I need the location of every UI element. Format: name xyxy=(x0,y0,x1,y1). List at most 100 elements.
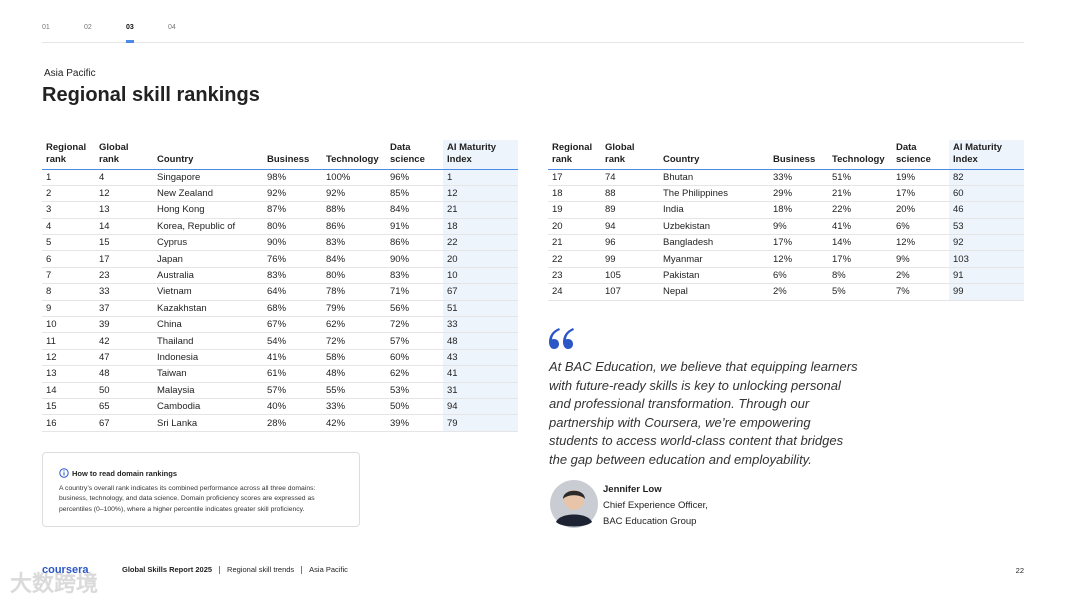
cell: 39 xyxy=(95,316,153,334)
table-row: 9 37 Kazakhstan 68% 79% 56% 51 xyxy=(42,300,518,318)
cell: Nepal xyxy=(659,283,769,301)
table-row: 20 94 Uzbekistan 9% 41% 6% 53 xyxy=(548,218,1024,236)
table-row: 11 42 Thailand 54% 72% 57% 48 xyxy=(42,332,518,350)
cell: 6% xyxy=(769,267,828,285)
ranking-table: Regional rank Global rank Country Business T… xyxy=(42,140,518,432)
cell: Hong Kong xyxy=(153,201,263,219)
cell: 19 xyxy=(548,201,601,219)
cell: 24 xyxy=(548,283,601,301)
cell: 17% xyxy=(769,234,828,252)
cell: 94 xyxy=(443,398,518,416)
cell: 72% xyxy=(322,332,386,350)
cell: 13 xyxy=(42,365,95,383)
ranking-table: Regional rank Global rank Country Business T… xyxy=(548,140,1024,301)
cell: 48 xyxy=(443,332,518,350)
column-header: AI Maturity Index xyxy=(949,140,1024,170)
cell: New Zealand xyxy=(153,185,263,203)
cell: 9% xyxy=(892,250,949,268)
cell: 10 xyxy=(42,316,95,334)
cell: 23 xyxy=(548,267,601,285)
cell: 1 xyxy=(443,169,518,186)
cell: 18 xyxy=(443,218,518,236)
cell: 51% xyxy=(828,169,892,186)
cell: 90% xyxy=(386,250,443,268)
nav-tab[interactable]: 02 xyxy=(84,24,92,31)
cell: 54% xyxy=(263,332,322,350)
cell: Bangladesh xyxy=(659,234,769,252)
cell: Malaysia xyxy=(153,382,263,399)
cell: 14% xyxy=(828,234,892,252)
cell: 31 xyxy=(443,382,518,399)
nav-tab[interactable]: 03 xyxy=(126,24,168,43)
cell: 86% xyxy=(386,234,443,252)
page-title: Regional skill rankings xyxy=(42,84,260,106)
cell: 67% xyxy=(263,316,322,334)
column-header: AI Maturity Index xyxy=(443,140,518,170)
cell: 57% xyxy=(263,382,322,399)
info-heading: How to read domain rankings xyxy=(59,468,343,478)
cell: 20 xyxy=(443,250,518,268)
cell: China xyxy=(153,316,263,334)
cell: Bhutan xyxy=(659,169,769,186)
cell: 46 xyxy=(949,201,1024,219)
section-nav: 01 02 03 04 xyxy=(42,24,1024,43)
cell: 17 xyxy=(95,250,153,268)
table-body: 17 74 Bhutan 33% 51% 19% 82 18 88 The Philippines… xyxy=(548,169,1024,301)
cell: 74 xyxy=(601,169,659,186)
cell: 105 xyxy=(601,267,659,285)
cell: 50 xyxy=(95,382,153,399)
cell: 65 xyxy=(95,398,153,416)
cell: 10 xyxy=(443,267,518,285)
cell: 84% xyxy=(322,250,386,268)
cell: 21 xyxy=(443,201,518,219)
cell: 2% xyxy=(769,283,828,301)
cell: Australia xyxy=(153,267,263,285)
cell: 94 xyxy=(601,218,659,236)
cell: 22% xyxy=(828,201,892,219)
cell: 37 xyxy=(95,300,153,318)
cell: 92% xyxy=(263,185,322,203)
table-row: 19 89 India 18% 22% 20% 46 xyxy=(548,201,1024,219)
cell: 18 xyxy=(548,185,601,203)
cell: 107 xyxy=(601,283,659,301)
cell: 13 xyxy=(95,201,153,219)
cell: 103 xyxy=(949,250,1024,268)
column-header: Technology xyxy=(322,140,386,170)
cell: Uzbekistan xyxy=(659,218,769,236)
cell: Thailand xyxy=(153,332,263,350)
nav-tab[interactable]: 01 xyxy=(42,24,50,31)
page-number: 22 xyxy=(1015,565,1024,575)
cell: 98% xyxy=(263,169,322,186)
region-label: Asia Pacific xyxy=(44,68,96,79)
cell: 83% xyxy=(263,267,322,285)
table-row: 7 23 Australia 83% 80% 83% 10 xyxy=(42,267,518,285)
cell: 9% xyxy=(769,218,828,236)
column-header: Regional rank xyxy=(548,140,601,170)
cell: 62% xyxy=(322,316,386,334)
cell: 12 xyxy=(95,185,153,203)
table-body: 1 4 Singapore 98% 100% 96% 1 2 12 New Zealand 92% 9… xyxy=(42,169,518,432)
cell: 41% xyxy=(828,218,892,236)
cell: 33 xyxy=(95,283,153,301)
cell: 61% xyxy=(263,365,322,383)
nav-tab[interactable]: 04 xyxy=(168,24,176,31)
cell: 53 xyxy=(949,218,1024,236)
cell: 82 xyxy=(949,169,1024,186)
column-header: Data science xyxy=(892,140,949,170)
cell: Sri Lanka xyxy=(153,414,263,432)
cell: Indonesia xyxy=(153,349,263,367)
table-row: 1 4 Singapore 98% 100% 96% 1 xyxy=(42,169,518,186)
cell: Cyprus xyxy=(153,234,263,252)
table-row: 2 12 New Zealand 92% 92% 85% 12 xyxy=(42,185,518,203)
cell: 80% xyxy=(263,218,322,236)
table-row: 4 14 Korea, Republic of 80% 86% 91% 18 xyxy=(42,218,518,236)
cell: 79 xyxy=(443,414,518,432)
cell: 28% xyxy=(263,414,322,432)
cell: 8 xyxy=(42,283,95,301)
cell: Cambodia xyxy=(153,398,263,416)
logo: coursera xyxy=(42,564,89,576)
cell: 85% xyxy=(386,185,443,203)
table-row: 14 50 Malaysia 57% 55% 53% 31 xyxy=(42,382,518,399)
cell: 16 xyxy=(42,414,95,432)
